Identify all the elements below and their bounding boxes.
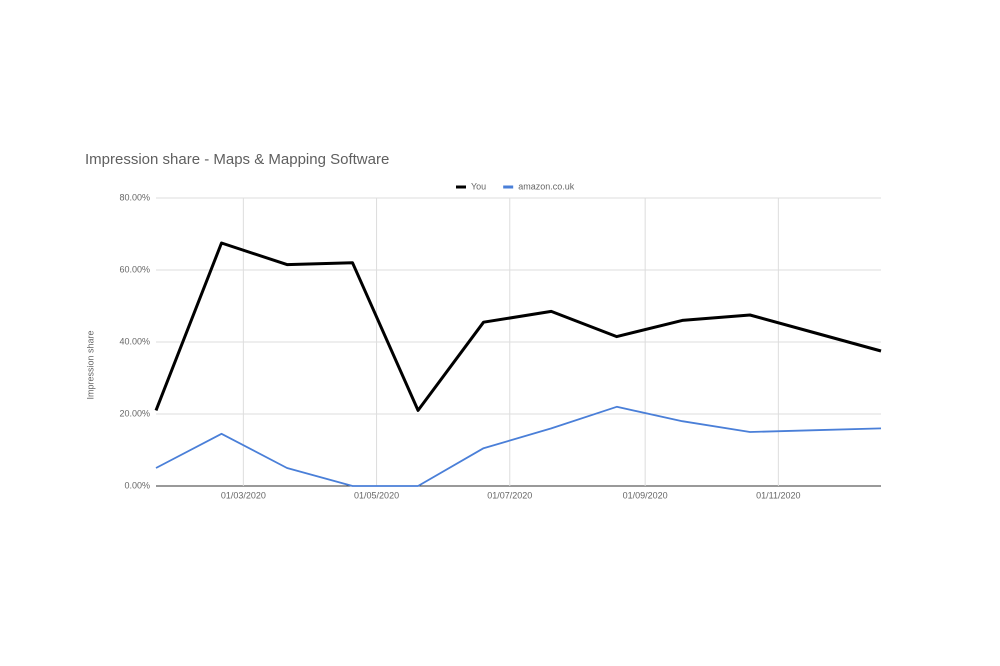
x-tick-label: 01/11/2020 <box>756 490 800 500</box>
y-tick-label: 80.00% <box>119 192 150 202</box>
y-axis-label: Impression share <box>85 330 95 399</box>
y-tick-label: 0.00% <box>124 480 150 490</box>
x-tick-label: 01/07/2020 <box>487 490 532 500</box>
y-tick-label: 60.00% <box>119 264 150 274</box>
data-line <box>155 405 882 487</box>
x-tick-label: 01/03/2020 <box>221 490 266 500</box>
legend-label: amazon.co.uk <box>518 181 575 191</box>
x-tick-label: 01/09/2020 <box>623 490 668 500</box>
x-tick-label: 01/05/2020 <box>354 490 399 500</box>
y-tick-label: 40.00% <box>119 336 150 346</box>
legend-label: You <box>471 181 486 191</box>
y-tick-label: 20.00% <box>119 408 150 418</box>
chart-title: Impression share - Maps & Mapping Softwa… <box>85 151 389 168</box>
data-line <box>154 241 882 412</box>
